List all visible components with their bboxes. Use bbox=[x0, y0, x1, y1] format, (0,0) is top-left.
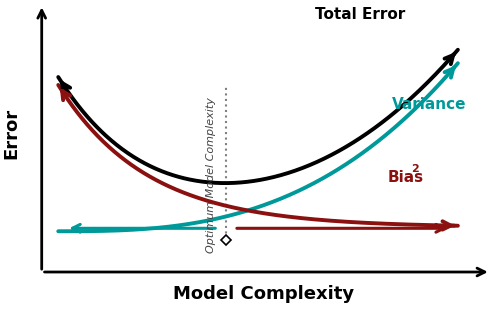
Text: Optimum Model Complexity: Optimum Model Complexity bbox=[206, 97, 216, 253]
Text: Total Error: Total Error bbox=[315, 7, 405, 22]
Text: Bias: Bias bbox=[388, 170, 424, 185]
Text: Error: Error bbox=[3, 108, 21, 159]
Text: 2: 2 bbox=[412, 164, 419, 174]
Text: Variance: Variance bbox=[392, 97, 467, 112]
Text: Model Complexity: Model Complexity bbox=[174, 285, 355, 303]
